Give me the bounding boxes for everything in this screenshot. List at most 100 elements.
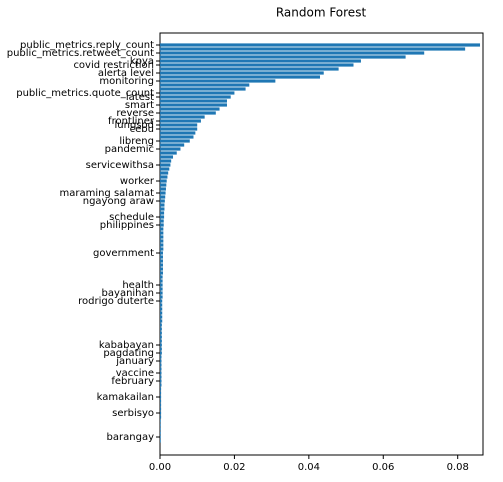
bar: [160, 383, 162, 387]
bar: [160, 431, 161, 435]
bar: [160, 379, 162, 383]
bar: [160, 115, 205, 119]
bar: [160, 179, 167, 183]
y-tick-label: kpya: [130, 56, 154, 67]
bar: [160, 131, 196, 135]
bar: [160, 395, 162, 399]
bar: [160, 63, 354, 67]
bar: [160, 327, 162, 331]
bar: [160, 167, 170, 171]
y-tick-label: maraming salamat: [59, 188, 154, 199]
bar: [160, 59, 361, 63]
bar: [160, 231, 164, 235]
bar: [160, 371, 162, 375]
y-tick-label: alerta level: [98, 68, 154, 79]
bar: [160, 67, 339, 71]
y-tick-label: public_metrics.reply_count: [20, 40, 154, 51]
bar: [160, 243, 164, 247]
bar: [160, 95, 231, 99]
bar: [160, 391, 162, 395]
bar: [160, 191, 166, 195]
bar: [160, 175, 168, 179]
bar: [160, 375, 162, 379]
bar: [160, 323, 162, 327]
y-tick-label: servicewithsa: [86, 160, 154, 171]
bar: [160, 259, 163, 263]
y-tick-label: public_metrics.quote_count: [16, 88, 154, 99]
bar: [160, 363, 162, 367]
bar: [160, 219, 164, 223]
bar: [160, 171, 169, 175]
y-tick-label: pagdating: [103, 348, 154, 359]
y-tick-label: vaccine: [116, 368, 154, 379]
bar: [160, 415, 162, 419]
y-tick-label: cebu: [130, 124, 154, 135]
bar: [160, 195, 166, 199]
bar: [160, 187, 166, 191]
bar: [160, 83, 250, 87]
bar: [160, 43, 481, 47]
chart-title: Random Forest: [276, 6, 367, 20]
bar: [160, 299, 163, 303]
y-tick-label: february: [111, 376, 154, 387]
bar: [160, 267, 163, 271]
y-tick-label: lungsod: [115, 120, 154, 131]
bar: [160, 79, 276, 83]
y-tick-label: smart: [125, 100, 154, 111]
y-tick-label: pandemic: [105, 144, 154, 155]
bar: [160, 335, 162, 339]
bar: [160, 139, 190, 143]
bar: [160, 287, 163, 291]
bar: [160, 211, 165, 215]
y-tick-label: kababayan: [99, 340, 154, 351]
bar: [160, 55, 406, 59]
y-tick-label: barangay: [107, 432, 155, 443]
y-tick-label: libreng: [119, 136, 154, 147]
bar: [160, 311, 163, 315]
bar: [160, 291, 163, 295]
bar: [160, 155, 174, 159]
bar: [160, 223, 164, 227]
bar: [160, 403, 162, 407]
bar: [160, 119, 201, 123]
bar: [160, 91, 235, 95]
bar: [160, 399, 162, 403]
bar: [160, 235, 164, 239]
bar: [160, 263, 163, 267]
bar: [160, 47, 466, 51]
bar: [160, 411, 162, 415]
bar: [160, 51, 425, 55]
x-tick-label: 0.08: [447, 462, 469, 473]
bar: [160, 255, 163, 259]
bar: [160, 419, 161, 423]
x-tick-label: 0.02: [223, 462, 245, 473]
bar: [160, 163, 171, 167]
bar: [160, 111, 216, 115]
bar: [160, 351, 162, 355]
y-tick-label: philippines: [100, 220, 154, 231]
bar: [160, 247, 164, 251]
bar: [160, 303, 163, 307]
y-tick-label: frontliner: [108, 116, 155, 127]
bar: [160, 151, 177, 155]
bar: [160, 359, 162, 363]
y-tick-label: bayanihan: [102, 288, 154, 299]
y-tick-label: schedule: [109, 212, 154, 223]
x-tick-label: 0.06: [372, 462, 394, 473]
bar: [160, 203, 165, 207]
bar: [160, 427, 161, 431]
bar: [160, 199, 165, 203]
bar: [160, 227, 164, 231]
bar: [160, 315, 163, 319]
bar: [160, 423, 161, 427]
bar: [160, 439, 161, 443]
bar: [160, 355, 162, 359]
bar: [160, 159, 172, 163]
bar: [160, 339, 162, 343]
bar: [160, 99, 227, 103]
y-tick-label: health: [122, 280, 154, 291]
bar: [160, 279, 163, 283]
bar: [160, 283, 163, 287]
bar: [160, 87, 246, 91]
bar: [160, 71, 324, 75]
